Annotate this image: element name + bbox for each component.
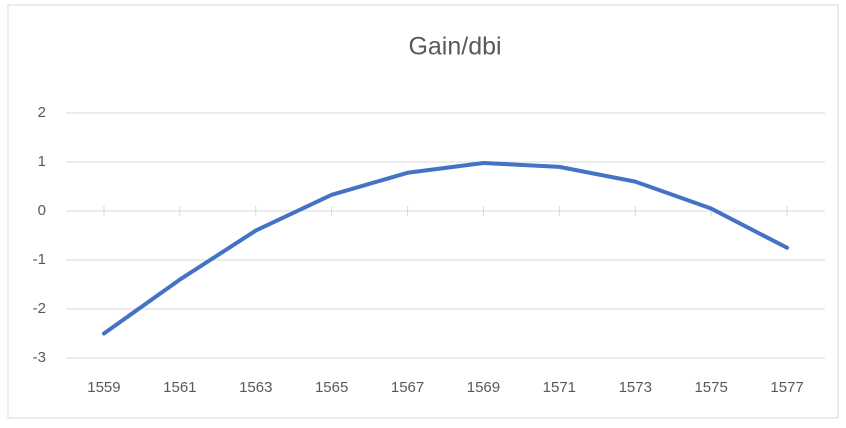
x-tick-label: 1571 [543, 379, 576, 396]
y-tick-label: 2 [38, 104, 46, 121]
y-tick-label: 1 [38, 153, 46, 170]
x-tick-label: 1575 [694, 379, 727, 396]
y-tick-label: -1 [33, 251, 46, 268]
y-tick-label: 0 [38, 202, 46, 219]
x-tick-label: 1565 [315, 379, 348, 396]
x-tick-label: 1573 [619, 379, 652, 396]
x-tick-label: 1577 [770, 379, 803, 396]
chart-title: Gain/dbi [408, 33, 501, 61]
x-tick-label: 1561 [163, 379, 196, 396]
x-tick-label: 1563 [239, 379, 272, 396]
x-tick-label: 1567 [391, 379, 424, 396]
y-tick-label: -3 [33, 349, 46, 366]
data-line [101, 160, 790, 336]
x-tick-label: 1569 [467, 379, 500, 396]
y-tick-label: -2 [33, 300, 46, 317]
x-tick-label: 1559 [87, 379, 120, 396]
